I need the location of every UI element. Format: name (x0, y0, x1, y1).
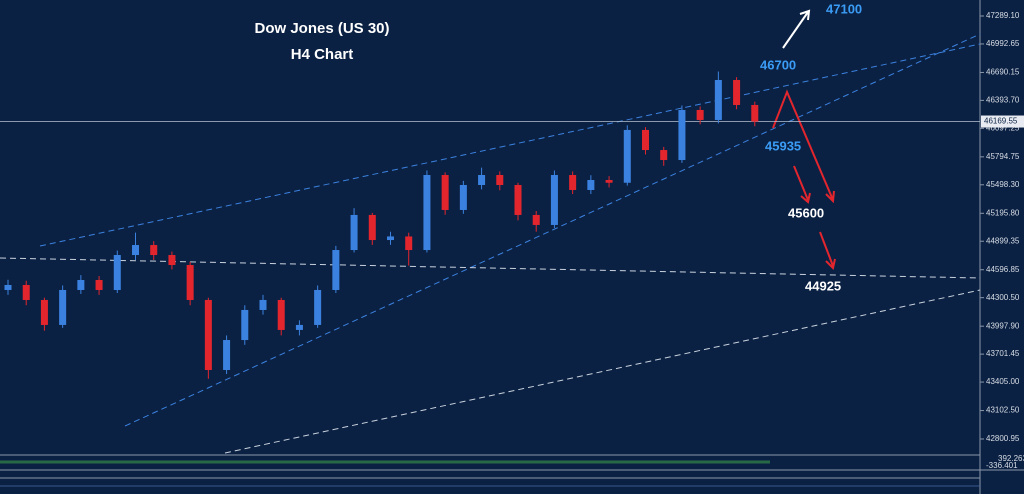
indicator-label: -336.401 (986, 461, 1018, 470)
candle-body (22, 284, 30, 300)
candle-body (186, 265, 194, 300)
candle-body (368, 214, 376, 241)
candle-body (587, 180, 595, 190)
candle-body (314, 289, 322, 325)
candle-body (59, 289, 67, 325)
y-tick-label: 44899.35 (986, 236, 1020, 245)
candle-body (387, 236, 394, 241)
y-tick-label: 47289.10 (986, 11, 1020, 20)
candle-body (405, 236, 413, 251)
candle-body (514, 184, 522, 215)
annotation: 45935 (765, 138, 801, 153)
annotation: 47100 (826, 1, 862, 16)
y-tick-label: 46992.65 (986, 39, 1020, 48)
candle-body (95, 279, 103, 290)
candle-body (496, 175, 504, 185)
candle-body (714, 80, 722, 120)
arrow (772, 89, 835, 204)
chart-title: Dow Jones (US 30) (254, 20, 389, 37)
annotation: 46700 (760, 57, 796, 72)
candle-body (459, 184, 467, 210)
y-tick-label: 45498.30 (986, 180, 1020, 189)
candle-body (295, 324, 303, 330)
y-tick-label: 46690.15 (986, 68, 1020, 77)
y-tick-label: 44596.85 (986, 265, 1020, 274)
indicator-label: 392.263 (998, 454, 1024, 463)
y-tick-label: 43701.45 (986, 349, 1020, 358)
y-tick-label: 42800.95 (986, 434, 1020, 443)
trend-lines (0, 33, 981, 454)
y-tick-label: 45195.80 (986, 208, 1020, 217)
arrow (819, 231, 836, 270)
chart-subtitle: H4 Chart (291, 46, 354, 63)
candle-body (350, 214, 358, 251)
candle-body (642, 129, 649, 151)
candle-body (132, 245, 139, 256)
y-tick-label: 43997.90 (986, 321, 1020, 330)
candle-body (204, 299, 212, 370)
trend-line (0, 257, 981, 279)
y-tick-label: 45794.75 (986, 152, 1020, 161)
candle-body (733, 80, 741, 105)
candle-body (241, 309, 249, 341)
candle-body (623, 129, 631, 183)
candle-body (77, 279, 85, 290)
candle-body (660, 150, 668, 161)
candle-body (332, 250, 340, 290)
candle-body (4, 284, 12, 290)
arrow (782, 9, 811, 49)
y-tick-label: 46393.70 (986, 96, 1020, 105)
candle-body (277, 299, 285, 330)
candle-body (168, 255, 176, 266)
current-price-label: 46169.55 (984, 117, 1018, 126)
candle-body (40, 299, 48, 325)
trend-line (124, 33, 981, 427)
y-tick-label: 44300.50 (986, 293, 1020, 302)
candle-body (423, 175, 431, 251)
y-tick-label: 43405.00 (986, 377, 1020, 386)
candle-body (696, 109, 704, 120)
arrows (772, 9, 836, 270)
candle-body (751, 104, 759, 122)
y-tick-label: 43102.50 (986, 406, 1020, 415)
candle-body (441, 175, 449, 210)
trend-line (224, 289, 981, 454)
candle-body (150, 245, 158, 256)
current-price-box (981, 115, 1024, 128)
candle-body (678, 109, 686, 161)
candle-body (223, 340, 231, 370)
arrow (793, 165, 811, 204)
candle-body (569, 175, 577, 190)
candle-body (259, 299, 267, 310)
candle-body (113, 255, 121, 290)
candle-body (532, 214, 540, 225)
y-tick-label: 46097.25 (986, 123, 1020, 132)
candle-body (550, 175, 558, 225)
candle-body (478, 175, 486, 185)
trend-line (39, 43, 981, 247)
candle-body (605, 180, 613, 183)
annotation: 44925 (805, 278, 841, 293)
annotation: 45600 (788, 205, 824, 220)
